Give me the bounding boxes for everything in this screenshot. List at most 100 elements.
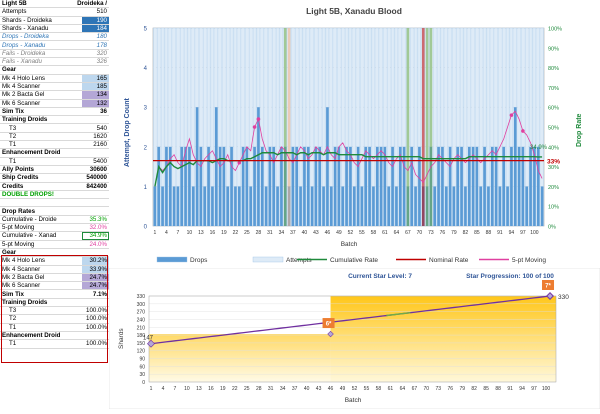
x-tick-label: 97 [531,386,537,392]
y2-tick-label: 50% [548,126,559,132]
y2-tick-label: 100% [548,27,562,33]
x-tick-label: 1 [150,386,153,392]
x-tick-label: 19 [220,386,226,392]
sheet-row-label: T1 [9,141,17,149]
x-tick-label: 61 [382,230,388,236]
sheet-row[interactable] [0,199,109,208]
sheet-row-value: 132 [96,99,107,107]
legend-label: Cumulative Rate [330,257,378,264]
y-tick-label: 180 [137,333,146,339]
sheet-row[interactable]: T1 100.0% [0,340,109,349]
x-tick-label: 40 [304,386,310,392]
sheet-row[interactable]: Sim Tix 36 [0,108,109,117]
sheet-row[interactable]: 5-pt Moving 24.0% [0,241,109,249]
sheet-row-value: 320 [96,49,107,57]
y-tick-label: 120 [137,349,146,355]
sheet-row[interactable]: Shards - Droideka 190 [0,16,109,25]
sheet-row-label: Drop Rates [2,207,36,215]
x-tick-label: 19 [221,230,227,236]
sheet-row[interactable]: T2 1620 [0,133,109,142]
sheet-row[interactable]: Mk 4 Scanner 33.9% [0,265,109,274]
sheet-row[interactable]: Ally Points 30600 [0,166,109,175]
sheet-row[interactable]: Drops - Xanadu 178 [0,42,109,50]
sheet-row[interactable]: T3 540 [0,125,109,133]
x-tick-label: 79 [459,386,465,392]
sheet-row[interactable]: 5-pt Moving 32.0% [0,224,109,233]
value-cell-fill [82,265,109,273]
drop-bar [291,146,295,226]
sheet-row[interactable]: Mk 4 Holo Lens 30.2% [0,257,109,266]
sheet-row[interactable]: Enhancement Droid [0,149,109,158]
drop-bar [253,146,256,226]
sheet-row[interactable]: Enhancement Droid [0,332,109,341]
sheet-row-value: 35.3% [89,215,107,223]
sheet-row[interactable]: Sim Tix 7.1% [0,291,109,299]
sheet-row[interactable]: Gear [0,249,109,258]
sheet-row[interactable]: Mk 6 Scanner 132 [0,99,109,108]
drop-bar [540,186,544,226]
sheet-row-label: Enhancement Droid [2,149,61,157]
cumulative-rate-line [154,152,543,187]
sheet-row-value: 24.7% [89,273,107,281]
shard-progression-chart: Current Star Level: 7 Star Progression: 1… [108,267,600,410]
x-tick-label: 79 [451,230,457,236]
sheet-header-row[interactable]: Light 5B Droideka / [0,0,109,9]
y-tick-label: 240 [137,317,146,323]
drop-bar [448,146,452,226]
drop-bar [207,146,210,226]
drop-bar [168,146,172,226]
sheet-row[interactable]: Mk 2 Bacta Gel 24.7% [0,273,109,283]
sheet-row[interactable]: Mk 6 Scanner 24.7% [0,282,109,291]
drop-bar [395,186,398,226]
sheet-row[interactable]: T3 100.0% [0,307,109,316]
sheet-row[interactable]: Cumulative - Xanad 34.9% [0,232,109,241]
x-tick-label: 82 [463,230,469,236]
drop-bar [533,146,536,226]
x-tick-label: 28 [256,230,262,236]
sheet-row[interactable]: Mk 4 Scanner 185 [0,83,109,92]
star-marker-label: 6* [326,322,332,328]
drop-bar [184,146,187,226]
value-cell-fill [82,99,109,107]
x-tick-label: 10 [184,386,190,392]
sheet-row[interactable]: DOUBLE DROPS! [0,191,109,200]
sheet-row[interactable]: Fails - Droideka 320 [0,49,109,59]
sheet-row-value: 32.0% [89,224,107,232]
x-tick-label: 70 [424,386,430,392]
sheet-row[interactable]: Cumulative - Droide 35.3% [0,215,109,225]
legend-label: Attempts [286,257,312,264]
sheet-row[interactable]: Attempts 510 [0,8,109,17]
sheet-row[interactable]: Fails - Xanadu 326 [0,58,109,67]
sheet-row[interactable]: Credits 842400 [0,183,109,191]
sheet-row[interactable]: Training Droids [0,116,109,125]
drop-bar [295,146,299,226]
sheet-row[interactable]: T1 2160 [0,141,109,150]
sheet-row-value: 2160 [93,141,107,149]
moving-average-point [252,125,257,129]
drop-bar [322,186,325,226]
y-tick-label: 300 [137,302,146,308]
plot-area [152,27,545,227]
sheet-row[interactable]: T1 100.0% [0,324,109,332]
sheet-row-value: 134 [96,91,107,99]
drop-bar [276,186,279,226]
sheet-row[interactable]: T2 100.0% [0,315,109,324]
sheet-row[interactable]: Training Droids [0,299,109,308]
sheet-row-value: 510 [96,8,107,16]
sheet-row[interactable]: Shards - Xanadu 184 [0,24,109,34]
sheet-row-value: 540 [96,124,107,132]
sheet-row[interactable]: Mk 4 Holo Lens 165 [0,74,109,83]
drop-bar [475,146,479,226]
sheet-row[interactable]: T1 5400 [0,158,109,166]
drop-bar [437,146,440,226]
sheet-row-value: 165 [96,74,107,82]
x-tick-label: 73 [436,386,442,392]
sheet-row[interactable]: Drop Rates [0,208,109,216]
sheet-row[interactable]: Ship Credits 540000 [0,174,109,183]
sheet-row[interactable]: Drops - Droideka 180 [0,33,109,42]
sheet-row[interactable]: Gear [0,66,109,75]
x-tick-label: 13 [198,230,204,236]
drop-bar [490,146,494,226]
sheet-row[interactable]: Mk 2 Bacta Gel 134 [0,91,109,100]
drop-bar [360,186,364,226]
